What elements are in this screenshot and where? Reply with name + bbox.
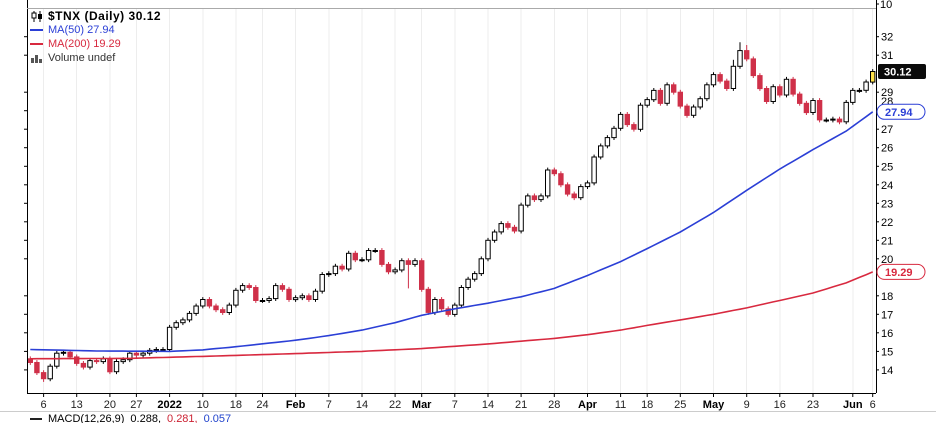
candles (27, 42, 876, 382)
svg-text:2022: 2022 (157, 399, 181, 411)
legend-volume-row: Volume undef (30, 51, 161, 65)
svg-text:27: 27 (881, 124, 893, 136)
candlestick-icon (30, 10, 43, 22)
ma200-value-callout: 19.29 (876, 263, 926, 280)
legend-ma200-row: MA(200) 19.29 (30, 37, 161, 51)
macd-label: MACD(12,26,9) (48, 413, 125, 423)
svg-text:29: 29 (881, 87, 893, 99)
svg-text:Mar: Mar (412, 399, 432, 411)
svg-text:22: 22 (389, 399, 401, 411)
svg-text:19.29: 19.29 (885, 267, 913, 279)
axes (27, 0, 879, 394)
upper-panel-tick-label: 10 (880, 0, 893, 11)
svg-text:20: 20 (881, 254, 893, 266)
ma50-line-icon (30, 29, 43, 31)
ma200-line-icon (30, 43, 43, 45)
svg-text:10: 10 (197, 399, 209, 411)
macd-value-2: 0.281, (167, 413, 198, 423)
vertical-gridlines (43, 8, 874, 393)
svg-text:17: 17 (881, 309, 893, 321)
legend-ma50-row: MA(50) 27.94 (30, 23, 161, 37)
ma50-value-callout: 27.94 (876, 103, 926, 120)
svg-text:13: 13 (71, 399, 83, 411)
svg-text:16: 16 (881, 328, 893, 340)
volume-legend-label: Volume undef (48, 52, 116, 64)
svg-text:15: 15 (881, 346, 893, 358)
svg-text:31: 31 (881, 50, 893, 62)
chart-legend: $TNX (Daily) 30.12 MA(50) 27.94 MA(200) … (30, 9, 161, 65)
svg-text:9: 9 (744, 399, 750, 411)
svg-text:16: 16 (774, 399, 786, 411)
svg-text:14: 14 (881, 365, 893, 377)
svg-text:14: 14 (356, 399, 368, 411)
chart-title: $TNX (Daily) 30.12 (48, 9, 162, 23)
svg-text:30.12: 30.12 (884, 67, 912, 79)
svg-text:23: 23 (807, 399, 819, 411)
svg-text:26: 26 (881, 143, 893, 155)
svg-text:22: 22 (881, 217, 893, 229)
svg-text:32: 32 (881, 32, 893, 44)
svg-text:7: 7 (326, 399, 332, 411)
svg-text:24: 24 (881, 180, 893, 192)
legend-title-row: $TNX (Daily) 30.12 (30, 9, 161, 23)
svg-text:18: 18 (641, 399, 653, 411)
svg-text:14: 14 (482, 399, 494, 411)
svg-text:21: 21 (515, 399, 527, 411)
ma200-legend-label: MA(200) 19.29 (48, 38, 121, 50)
svg-text:28: 28 (548, 399, 560, 411)
panel-separator (0, 411, 936, 412)
macd-value-1: 0.288, (130, 413, 162, 423)
macd-line-icon (30, 418, 42, 420)
svg-text:11: 11 (615, 399, 626, 411)
macd-value-3: 0.057 (203, 413, 232, 423)
svg-text:24: 24 (256, 399, 268, 411)
svg-text:Jun: Jun (843, 399, 863, 411)
svg-text:Feb: Feb (286, 399, 306, 411)
svg-text:20: 20 (104, 399, 116, 411)
x-axis-labels: 6 13 20 27 2022 10 18 24 Feb 7 14 22 Mar 7 14 21 28 Apr 11… (41, 393, 876, 411)
ma50-legend-label: MA(50) 27.94 (48, 24, 115, 36)
svg-text:25: 25 (881, 161, 893, 173)
svg-text:21: 21 (881, 235, 893, 247)
svg-text:27: 27 (130, 399, 142, 411)
svg-text:6: 6 (41, 399, 47, 411)
svg-text:23: 23 (881, 198, 893, 210)
svg-text:Apr: Apr (578, 399, 598, 411)
ma200-line (30, 271, 874, 360)
svg-text:7: 7 (452, 399, 458, 411)
svg-text:27.94: 27.94 (885, 107, 913, 119)
last-price-callout: 30.12 (878, 64, 926, 79)
svg-text:May: May (703, 399, 725, 411)
macd-legend-strip: MACD(12,26,9) 0.288, 0.281, 0.057 (30, 413, 231, 423)
svg-text:25: 25 (674, 399, 686, 411)
svg-text:6: 6 (870, 399, 876, 411)
ma50-line (30, 111, 874, 353)
svg-text:18: 18 (230, 399, 242, 411)
volume-bars-icon (30, 53, 43, 63)
svg-text:18: 18 (881, 291, 893, 303)
